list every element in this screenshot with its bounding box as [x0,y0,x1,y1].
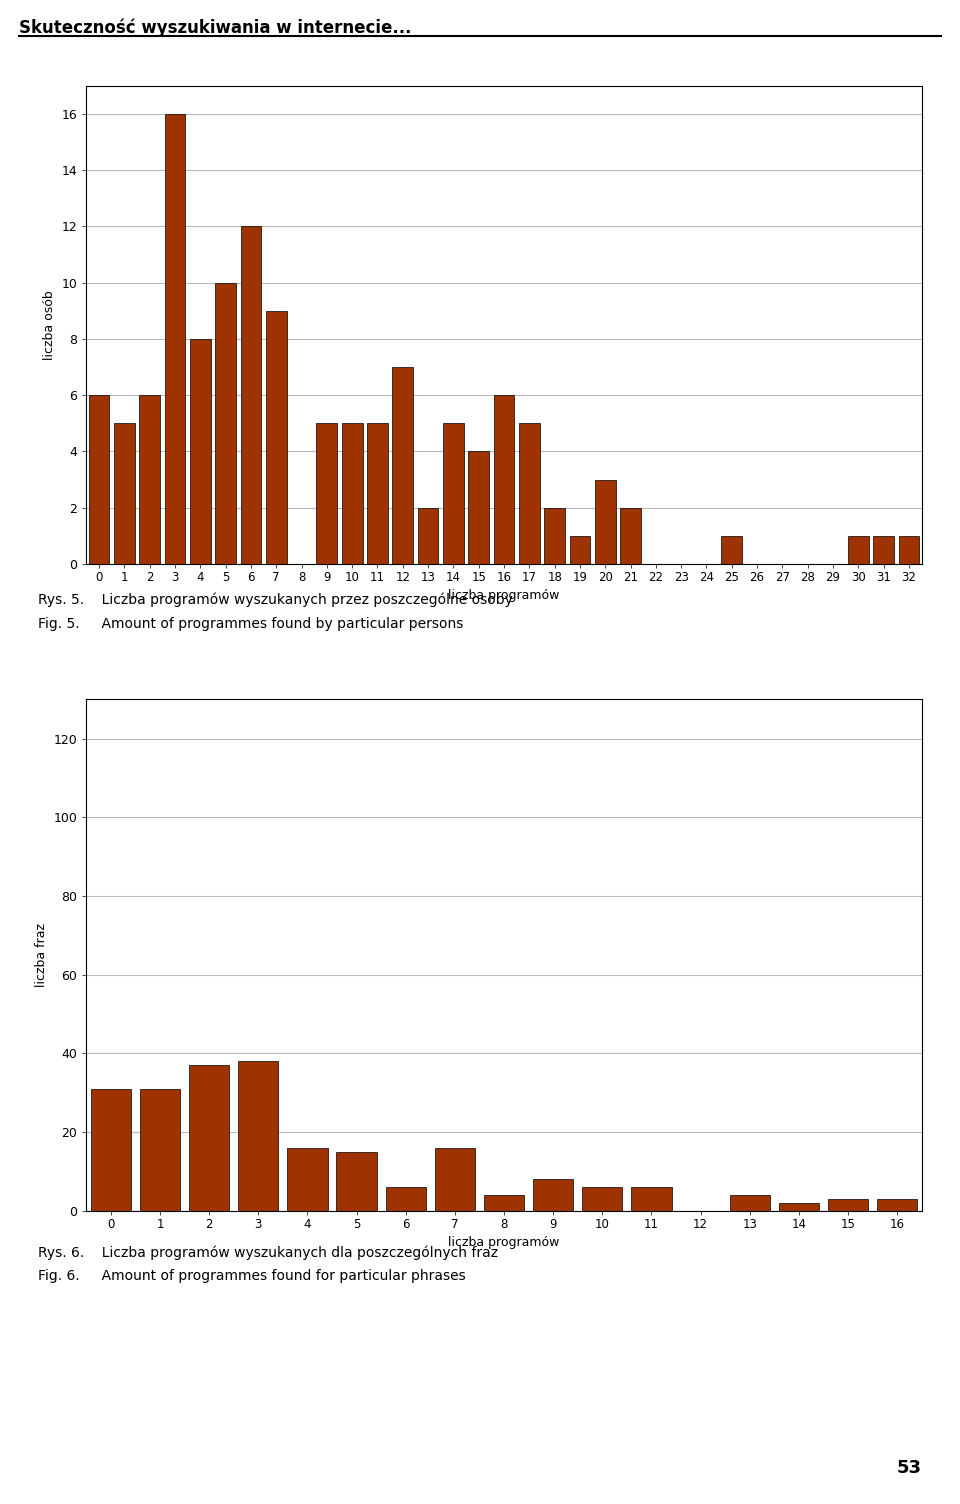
Bar [620,508,641,564]
Bar [595,480,615,564]
Bar [266,311,287,564]
Y-axis label: liczba fraz: liczba fraz [35,923,48,987]
Bar [241,227,261,564]
Bar [114,423,134,564]
Text: Skuteczność wyszukiwania w internecie...: Skuteczność wyszukiwania w internecie... [19,18,412,36]
Bar [519,423,540,564]
Bar [848,535,869,564]
Bar [544,508,565,564]
Bar [730,1196,770,1211]
Bar [876,1199,917,1211]
X-axis label: liczba programów: liczba programów [448,1236,560,1250]
Bar [468,451,489,564]
Bar [484,1196,524,1211]
Bar [190,338,210,564]
Bar [779,1203,819,1211]
Bar [874,535,894,564]
Bar [899,535,920,564]
Text: Fig. 6.     Amount of programmes found for particular phrases: Fig. 6. Amount of programmes found for p… [38,1269,467,1283]
Bar [569,535,590,564]
Bar [393,367,413,564]
Bar [215,283,236,564]
Bar [164,114,185,564]
Bar [140,1089,180,1211]
Bar [139,396,160,564]
Bar [443,423,464,564]
Text: Fig. 5.     Amount of programmes found by particular persons: Fig. 5. Amount of programmes found by pa… [38,617,464,630]
Bar [317,423,337,564]
Bar [435,1148,475,1211]
Bar [828,1199,868,1211]
Bar [342,423,363,564]
Bar [88,396,109,564]
Bar [238,1062,278,1211]
Y-axis label: liczba osób: liczba osób [43,290,56,359]
Bar [386,1187,426,1211]
Bar [418,508,439,564]
Bar [287,1148,327,1211]
Bar [493,396,515,564]
Bar [582,1187,622,1211]
Text: Rys. 6.    Liczba programów wyszukanych dla poszczególnych fraz: Rys. 6. Liczba programów wyszukanych dla… [38,1245,498,1260]
Bar [632,1187,672,1211]
Bar [189,1065,229,1211]
Bar [721,535,742,564]
Bar [336,1152,376,1211]
Bar [533,1179,573,1211]
Bar [367,423,388,564]
Text: 53: 53 [897,1459,922,1477]
Text: Rys. 5.    Liczba programów wyszukanych przez poszczególne osoby: Rys. 5. Liczba programów wyszukanych prz… [38,593,514,608]
X-axis label: liczba programów: liczba programów [448,590,560,603]
Bar [91,1089,132,1211]
